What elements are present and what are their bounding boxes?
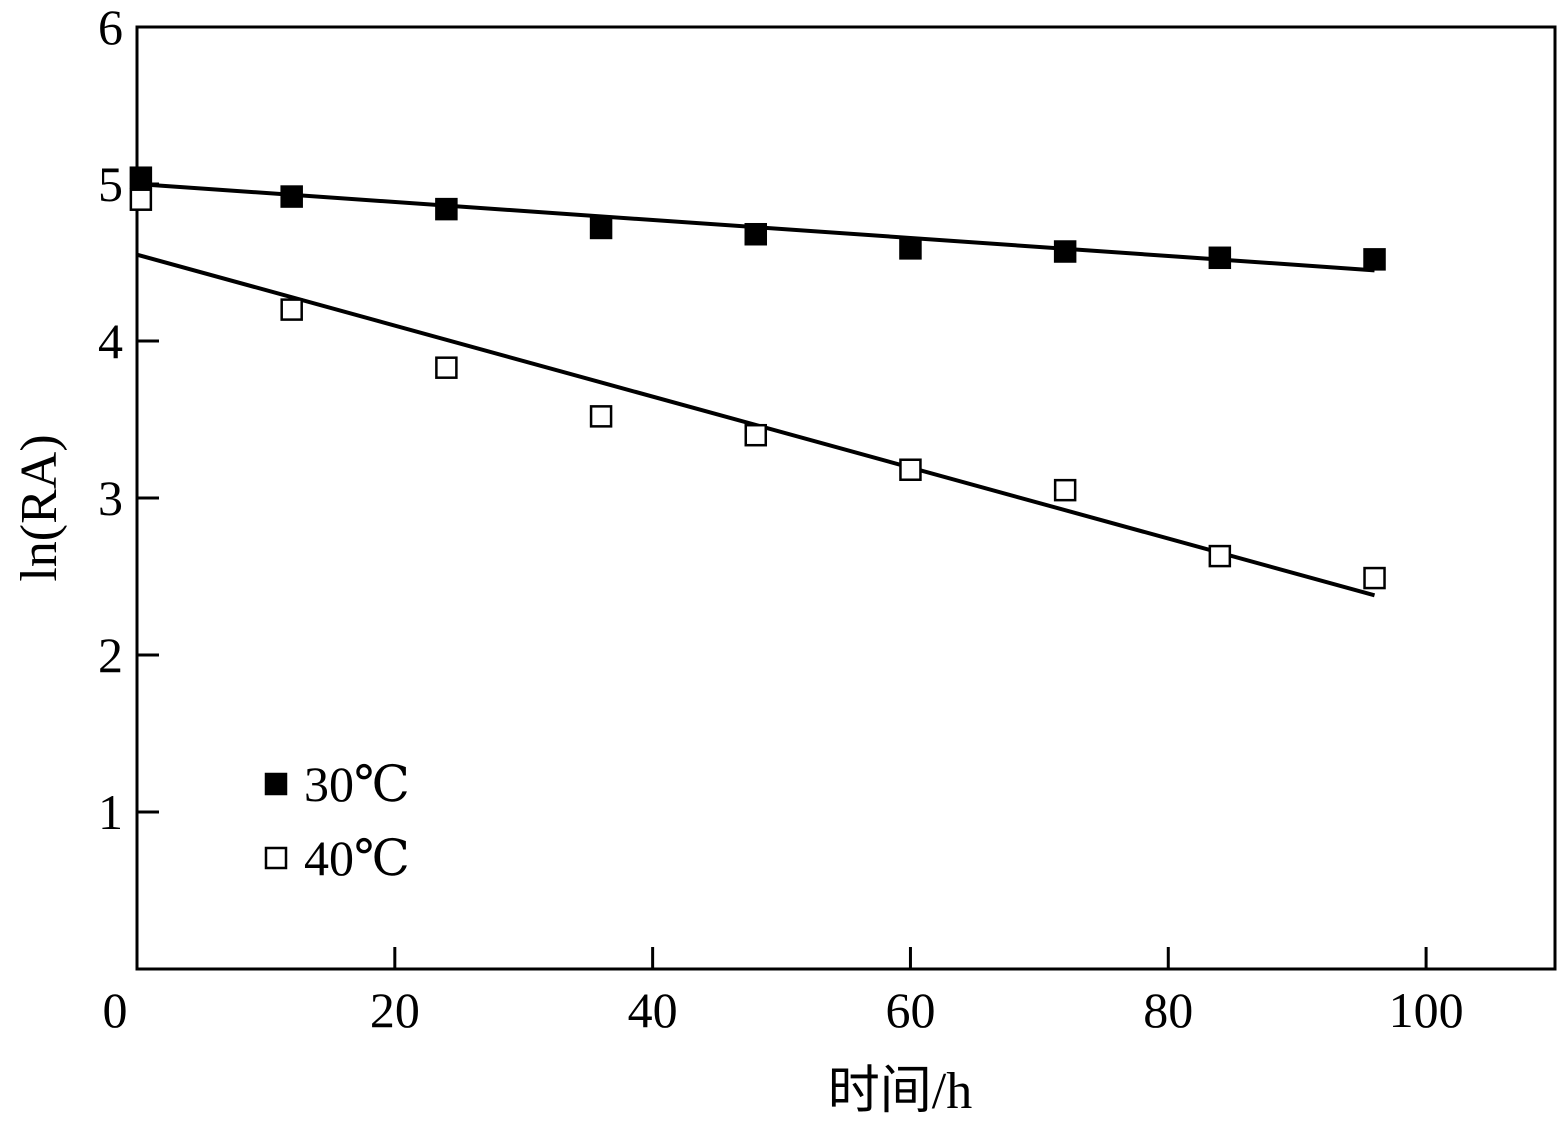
open-square-point <box>1208 544 1232 568</box>
open-square-point <box>1363 566 1386 590</box>
x-tick-label: 60 <box>885 982 935 1038</box>
y-tick-label: 3 <box>98 470 123 526</box>
filled-square-point <box>1053 240 1077 263</box>
legend-marker-2 <box>264 846 288 870</box>
y-tick-label: 6 <box>98 0 123 55</box>
open-square-point <box>744 423 768 447</box>
open-square-point <box>589 405 613 428</box>
filled-square-point <box>899 237 922 260</box>
open-square-point <box>280 298 303 321</box>
plot-frame <box>135 25 1557 971</box>
legend-marker-1 <box>264 772 288 796</box>
y-tick-label: 1 <box>98 784 123 840</box>
legend-label-2: 40℃ <box>304 830 410 886</box>
legend-label-1: 30℃ <box>304 756 410 812</box>
open-square-point <box>435 356 458 379</box>
x-tick-label: 100 <box>1389 982 1464 1038</box>
data-points <box>129 166 1386 590</box>
x-tick-label: 80 <box>1143 982 1193 1038</box>
x-tick-label: 40 <box>628 982 678 1038</box>
filled-square-point <box>435 197 458 221</box>
x-tick-label: 20 <box>370 982 420 1038</box>
x-axis-label: 时间/h <box>828 1063 972 1120</box>
y-tick-label: 5 <box>98 156 123 212</box>
y-axis-ticks: 1 2 3 4 5 6 <box>98 0 159 840</box>
filled-square-point <box>129 166 153 189</box>
legend: 30℃40℃ <box>264 756 410 886</box>
open-square-point <box>129 188 153 211</box>
open-square-point <box>899 458 922 481</box>
filled-square-point <box>744 222 768 246</box>
open-square-point <box>1053 478 1077 502</box>
filled-square-point <box>280 185 303 208</box>
y-tick-label: 4 <box>98 313 123 369</box>
y-axis-label: ln(RA) <box>11 434 68 581</box>
x-axis-ticks: 0 20 40 60 80 100 <box>103 947 1464 1038</box>
x-tick-label: 0 <box>103 982 128 1038</box>
filled-square-point <box>1363 248 1386 271</box>
y-tick-label: 2 <box>98 627 123 683</box>
fit-lines <box>136 182 1376 598</box>
filled-square-point <box>589 216 613 240</box>
filled-square-point <box>1208 246 1232 270</box>
